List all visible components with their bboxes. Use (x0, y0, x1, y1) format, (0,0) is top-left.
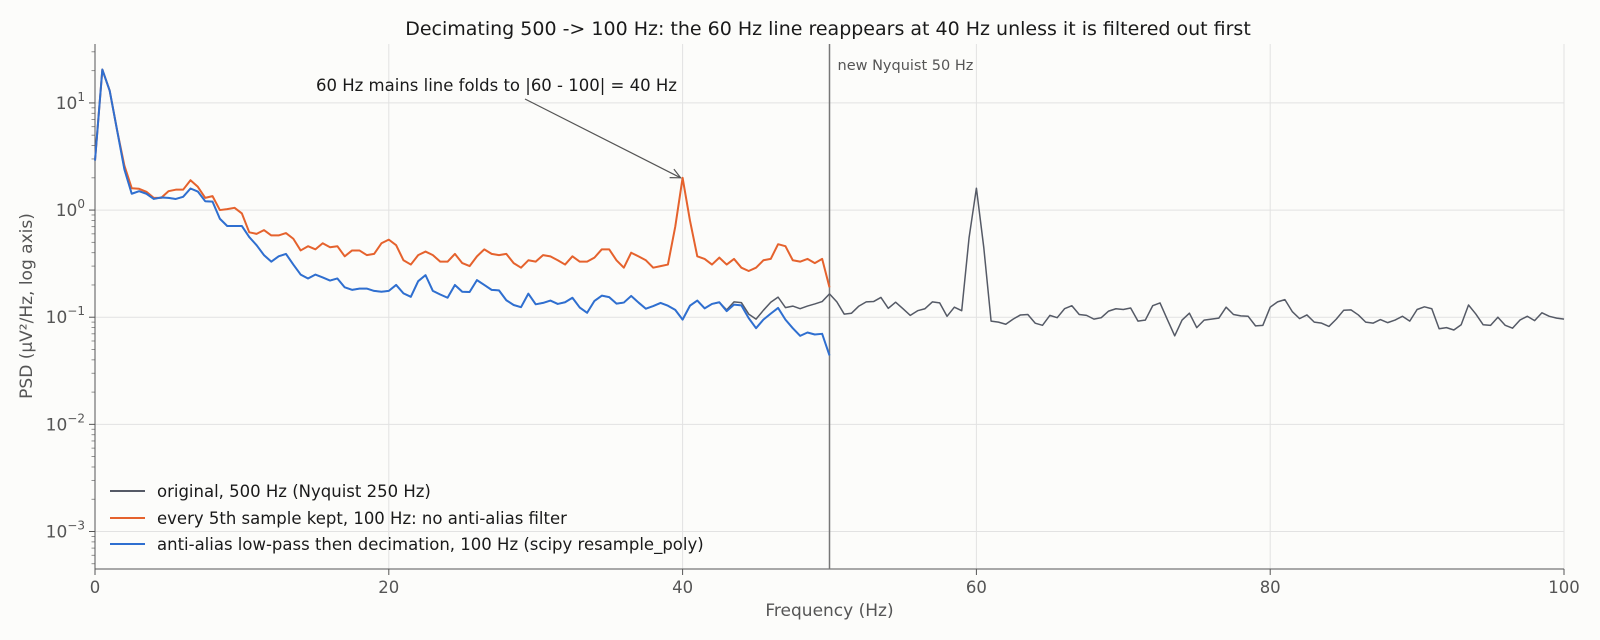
x-tick-label: 40 (672, 578, 693, 597)
series-naive-decimation-line (94, 68, 831, 288)
annotation: 60 Hz mains line folds to |60 - 100| = 4… (316, 76, 682, 179)
y-ticks: 101 100 10−1 10−2 10−3 (46, 90, 95, 543)
legend: original, 500 Hz (Nyquist 250 Hz) every … (110, 482, 704, 555)
y-tick-label: 10−1 (46, 304, 85, 328)
x-ticks: 0 20 40 60 80 100 (90, 569, 1580, 597)
legend-label-filtered: anti-alias low-pass then decimation, 100… (157, 535, 704, 555)
annotation-text: 60 Hz mains line folds to |60 - 100| = 4… (316, 76, 677, 95)
nyquist-label: new Nyquist 50 Hz (838, 58, 974, 74)
annotation-arrow-line (524, 98, 681, 179)
chart-title: Decimating 500 -> 100 Hz: the 60 Hz line… (405, 18, 1251, 40)
y-tick-label: 100 (56, 197, 85, 221)
y-axis-label: PSD (µV²/Hz, log axis) (17, 213, 37, 399)
y-tick-label: 101 (56, 90, 85, 114)
annotation-arrow-head (669, 168, 682, 179)
x-tick-label: 20 (378, 578, 399, 597)
x-tick-label: 0 (90, 578, 101, 597)
x-tick-label: 100 (1548, 578, 1580, 597)
legend-label-naive: every 5th sample kept, 100 Hz: no anti-a… (157, 509, 567, 528)
series-group (94, 68, 1565, 356)
x-axis-label: Frequency (Hz) (765, 601, 893, 621)
series-filtered-decimation-line (94, 68, 831, 356)
x-tick-label: 80 (1260, 578, 1281, 597)
legend-label-original: original, 500 Hz (Nyquist 250 Hz) (157, 482, 431, 501)
y-tick-label: 10−3 (46, 519, 85, 543)
y-tick-label: 10−2 (46, 411, 85, 435)
x-tick-label: 60 (966, 578, 987, 597)
